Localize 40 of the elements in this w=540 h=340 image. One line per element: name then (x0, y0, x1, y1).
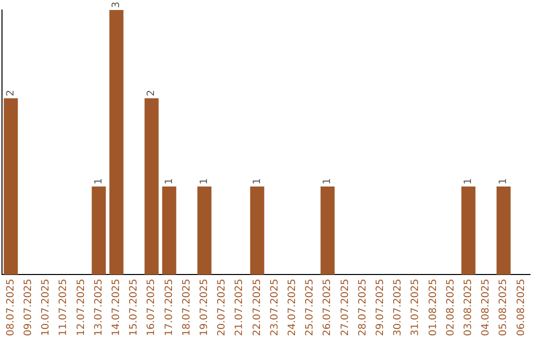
x-tick-label: 15.07.2025 (128, 278, 140, 336)
x-tick-label: 27.07.2025 (340, 278, 351, 336)
data-label: 1 (252, 178, 263, 184)
x-tick-label: 24.07.2025 (286, 278, 298, 336)
x-tick-label: 08.07.2025 (5, 278, 16, 336)
x-tick-label: 17.07.2025 (164, 278, 175, 336)
data-label: 1 (164, 178, 175, 184)
data-label: 1 (462, 178, 474, 184)
x-tick-label: 19.07.2025 (198, 278, 210, 336)
x-tick-label: 20.07.2025 (216, 278, 228, 336)
x-tick-label: 23.07.2025 (269, 278, 280, 336)
x-tick-label: 13.07.2025 (93, 278, 104, 336)
x-tick-label: 05.08.2025 (498, 278, 510, 336)
x-tick-label: 25.07.2025 (304, 278, 316, 336)
x-tick-label: 18.07.2025 (181, 278, 192, 336)
x-tick-label: 29.07.2025 (374, 278, 386, 336)
data-label: 2 (5, 90, 16, 96)
x-tick-label: 16.07.2025 (146, 278, 158, 336)
x-tick-label: 14.07.2025 (110, 278, 122, 336)
data-label: 3 (110, 2, 122, 8)
x-tick-label: 31.07.2025 (410, 278, 422, 336)
x-tick-label: 02.08.2025 (445, 278, 456, 336)
x-tick-label: 06.08.2025 (516, 278, 527, 336)
x-tick-label: 10.07.2025 (40, 278, 52, 336)
x-tick-label: 11.07.2025 (58, 278, 70, 336)
data-label: 1 (198, 178, 210, 184)
data-label: 1 (93, 178, 104, 184)
x-tick-label: 22.07.2025 (252, 278, 263, 336)
data-label: 2 (146, 90, 158, 96)
x-tick-label: 30.07.2025 (392, 278, 404, 336)
x-tick-label: 28.07.2025 (357, 278, 368, 336)
x-tick-label: 26.07.2025 (322, 278, 334, 336)
x-tick-label: 01.08.2025 (428, 278, 439, 336)
x-tick-label: 03.08.2025 (462, 278, 474, 336)
x-tick-label: 04.08.2025 (480, 278, 492, 336)
data-label: 1 (322, 178, 334, 184)
x-tick-label: 21.07.2025 (234, 278, 246, 336)
x-tick-label: 12.07.2025 (76, 278, 87, 336)
data-label: 1 (498, 178, 510, 184)
x-tick-label: 09.07.2025 (22, 278, 34, 336)
